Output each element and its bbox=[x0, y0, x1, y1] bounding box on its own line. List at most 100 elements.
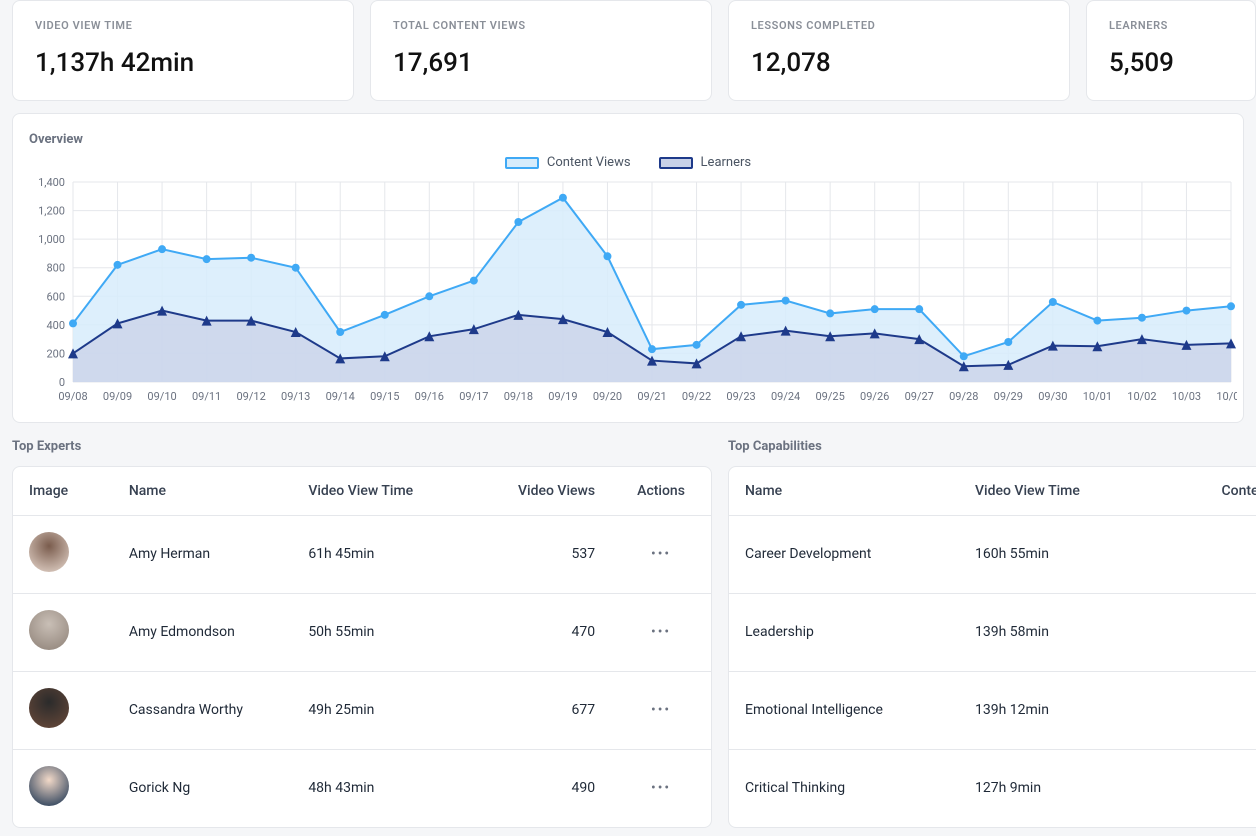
svg-text:600: 600 bbox=[46, 290, 65, 303]
top-experts-table: Image Name Video View Time Video Views A… bbox=[13, 467, 711, 827]
svg-text:09/28: 09/28 bbox=[949, 390, 978, 403]
svg-text:09/21: 09/21 bbox=[637, 390, 666, 403]
svg-text:09/13: 09/13 bbox=[281, 390, 310, 403]
stats-row: VIDEO VIEW TIME 1,137h 42min TOTAL CONTE… bbox=[0, 0, 1256, 113]
col-time: Video View Time bbox=[959, 467, 1179, 515]
top-experts-title: Top Experts bbox=[12, 439, 712, 454]
cell-time: 49h 25min bbox=[292, 671, 481, 749]
svg-text:09/11: 09/11 bbox=[192, 390, 221, 403]
overview-card: Overview Content Views Learners 0 200 400 6… bbox=[12, 113, 1244, 423]
svg-text:1,400: 1,400 bbox=[38, 176, 65, 189]
table-row[interactable]: Cassandra Worthy49h 25min677••• bbox=[13, 671, 711, 749]
cell-name: Cassandra Worthy bbox=[113, 671, 293, 749]
avatar bbox=[29, 532, 69, 572]
svg-text:09/15: 09/15 bbox=[370, 390, 399, 403]
row-actions-button[interactable]: ••• bbox=[611, 671, 711, 749]
stat-label: LESSONS COMPLETED bbox=[751, 19, 1047, 32]
stat-value: 17,691 bbox=[393, 48, 689, 78]
table-row[interactable]: Emotional Intelligence139h 12min bbox=[729, 671, 1256, 749]
top-capabilities-title: Top Capabilities bbox=[728, 439, 1256, 454]
more-horizontal-icon: ••• bbox=[651, 546, 671, 562]
svg-text:09/12: 09/12 bbox=[237, 390, 266, 403]
legend-label: Content Views bbox=[547, 155, 631, 170]
svg-text:10/03: 10/03 bbox=[1172, 390, 1201, 403]
cell-image bbox=[13, 593, 113, 671]
cell-image bbox=[13, 749, 113, 827]
table-row[interactable]: Leadership139h 58min bbox=[729, 593, 1256, 671]
cell-time: 160h 55min bbox=[959, 515, 1179, 593]
legend-label: Learners bbox=[701, 155, 752, 170]
stat-card-video-view-time: VIDEO VIEW TIME 1,137h 42min bbox=[12, 0, 354, 101]
table-row[interactable]: Amy Edmondson50h 55min470••• bbox=[13, 593, 711, 671]
table-row[interactable]: Gorick Ng48h 43min490••• bbox=[13, 749, 711, 827]
stat-value: 5,509 bbox=[1109, 48, 1233, 78]
svg-text:09/22: 09/22 bbox=[682, 390, 711, 403]
legend-swatch bbox=[505, 157, 539, 169]
col-name: Name bbox=[113, 467, 293, 515]
cell-image bbox=[13, 671, 113, 749]
table-row[interactable]: Career Development160h 55min bbox=[729, 515, 1256, 593]
cell-views: 490 bbox=[482, 749, 612, 827]
cell-name: Critical Thinking bbox=[729, 749, 959, 827]
table-row[interactable]: Amy Herman61h 45min537 ••• bbox=[13, 515, 711, 593]
cell-content bbox=[1179, 515, 1256, 593]
top-experts-table-card: Image Name Video View Time Video Views A… bbox=[12, 466, 712, 828]
avatar bbox=[29, 610, 69, 650]
svg-text:10/01: 10/01 bbox=[1083, 390, 1112, 403]
stat-value: 12,078 bbox=[751, 48, 1047, 78]
tables-row: Top Experts Image Name Video View Time V… bbox=[0, 439, 1256, 828]
svg-text:09/14: 09/14 bbox=[326, 390, 355, 403]
svg-text:09/20: 09/20 bbox=[593, 390, 622, 403]
svg-text:09/24: 09/24 bbox=[771, 390, 800, 403]
cell-time: 127h 9min bbox=[959, 749, 1179, 827]
svg-text:09/08: 09/08 bbox=[58, 390, 87, 403]
stat-value: 1,137h 42min bbox=[35, 48, 331, 78]
stat-label: LEARNERS bbox=[1109, 19, 1233, 32]
stat-label: VIDEO VIEW TIME bbox=[35, 19, 331, 32]
chart-legend: Content Views Learners bbox=[29, 155, 1227, 170]
cell-time: 61h 45min bbox=[292, 515, 481, 593]
line-chart-svg: 02004006008001,0001,2001,40009/0809/0909… bbox=[29, 176, 1237, 406]
svg-text:1,200: 1,200 bbox=[38, 205, 65, 218]
col-views: Video Views bbox=[482, 467, 612, 515]
legend-swatch bbox=[659, 157, 693, 169]
svg-text:10/04: 10/04 bbox=[1216, 390, 1237, 403]
row-actions-button[interactable]: ••• bbox=[611, 593, 711, 671]
cell-name: Gorick Ng bbox=[113, 749, 293, 827]
overview-chart: Content Views Learners 02004006008001,00… bbox=[29, 155, 1227, 410]
cell-time: 139h 12min bbox=[959, 671, 1179, 749]
overview-title: Overview bbox=[29, 132, 1227, 147]
svg-text:09/26: 09/26 bbox=[860, 390, 889, 403]
stat-card-learners: LEARNERS 5,509 bbox=[1086, 0, 1256, 101]
top-capabilities-panel: Top Capabilities Name Video View Time Co… bbox=[728, 439, 1256, 828]
cell-image bbox=[13, 515, 113, 593]
cell-name: Emotional Intelligence bbox=[729, 671, 959, 749]
legend-item-content-views[interactable]: Content Views bbox=[505, 155, 631, 170]
svg-text:0: 0 bbox=[59, 376, 65, 389]
cell-name: Amy Herman bbox=[113, 515, 293, 593]
cell-content bbox=[1179, 671, 1256, 749]
legend-item-learners[interactable]: Learners bbox=[659, 155, 752, 170]
cell-content bbox=[1179, 593, 1256, 671]
stat-card-lessons-completed: LESSONS COMPLETED 12,078 bbox=[728, 0, 1070, 101]
svg-text:400: 400 bbox=[46, 319, 65, 332]
svg-text:09/29: 09/29 bbox=[994, 390, 1023, 403]
col-image: Image bbox=[13, 467, 113, 515]
cell-time: 50h 55min bbox=[292, 593, 481, 671]
cell-views: 537 bbox=[482, 515, 612, 593]
svg-text:800: 800 bbox=[46, 262, 65, 275]
svg-text:10/02: 10/02 bbox=[1127, 390, 1156, 403]
col-name: Name bbox=[729, 467, 959, 515]
row-actions-button[interactable]: ••• bbox=[611, 749, 711, 827]
col-time: Video View Time bbox=[292, 467, 481, 515]
table-row[interactable]: Critical Thinking127h 9min bbox=[729, 749, 1256, 827]
svg-text:09/18: 09/18 bbox=[504, 390, 533, 403]
top-capabilities-table: Name Video View Time Content Career Deve… bbox=[729, 467, 1256, 827]
stat-card-total-content-views: TOTAL CONTENT VIEWS 17,691 bbox=[370, 0, 712, 101]
top-capabilities-table-card: Name Video View Time Content Career Deve… bbox=[728, 466, 1256, 828]
svg-text:09/09: 09/09 bbox=[103, 390, 132, 403]
svg-text:200: 200 bbox=[46, 347, 65, 360]
more-horizontal-icon: ••• bbox=[651, 624, 671, 640]
row-actions-button[interactable]: ••• bbox=[611, 515, 711, 593]
svg-text:09/19: 09/19 bbox=[548, 390, 577, 403]
